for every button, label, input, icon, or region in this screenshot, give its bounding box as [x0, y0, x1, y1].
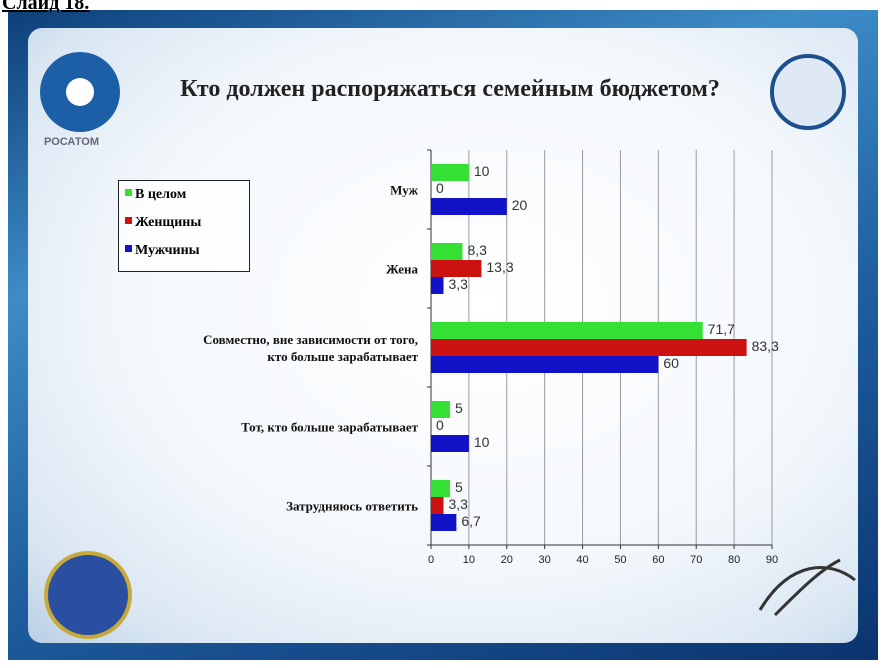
y-tick-label: Муж	[390, 182, 418, 197]
x-tick-label: 70	[690, 554, 702, 566]
value-label: 5	[455, 400, 463, 416]
value-label: 13,3	[486, 259, 513, 275]
bar	[431, 401, 450, 418]
legend: В целом Женщины Мужчины	[118, 180, 250, 272]
x-tick-label: 60	[652, 554, 664, 566]
x-tick-label: 10	[463, 554, 475, 566]
bar	[431, 198, 507, 215]
value-label: 6,7	[461, 513, 481, 529]
value-label: 10	[474, 434, 490, 450]
bar	[431, 435, 469, 452]
legend-item: В целом	[125, 187, 186, 203]
bar	[431, 322, 703, 339]
bar	[431, 260, 482, 277]
value-label: 60	[663, 355, 679, 371]
value-label: 71,7	[708, 321, 735, 337]
slide-number: Слайд 18.	[2, 0, 90, 14]
x-tick-label: 50	[614, 554, 626, 566]
legend-swatch	[125, 189, 132, 196]
bar	[431, 243, 463, 260]
y-tick-label: Тот, кто больше зарабатывает	[241, 419, 418, 434]
bar	[431, 514, 457, 531]
bar	[431, 356, 659, 373]
bar	[431, 339, 747, 356]
x-tick-label: 20	[501, 554, 513, 566]
y-tick-label: Затрудняюсь ответить	[286, 498, 418, 513]
legend-label: Женщины	[135, 215, 202, 230]
x-tick-label: 0	[428, 554, 434, 566]
legend-item: Женщины	[125, 215, 201, 231]
x-tick-label: 30	[539, 554, 551, 566]
value-label: 3,3	[449, 496, 469, 512]
x-tick-label: 80	[728, 554, 740, 566]
legend-label: Мужчины	[135, 243, 200, 258]
bar	[431, 164, 469, 181]
value-label: 83,3	[752, 338, 779, 354]
value-label: 5	[455, 479, 463, 495]
rosatom-text: РОСАТОМ	[44, 136, 99, 148]
x-tick-label: 40	[576, 554, 588, 566]
bar	[431, 497, 444, 514]
y-tick-label: Совместно, вне зависимости от того, кто …	[203, 331, 418, 364]
value-label: 10	[474, 163, 490, 179]
legend-item: Мужчины	[125, 243, 200, 259]
x-tick-label: 90	[766, 554, 778, 566]
rosatom-logo-center	[66, 78, 94, 106]
bar	[431, 480, 450, 497]
legend-swatch	[125, 245, 132, 252]
value-label: 0	[436, 180, 444, 196]
legend-label: В целом	[135, 187, 187, 202]
value-label: 0	[436, 417, 444, 433]
y-tick-label: Жена	[386, 261, 418, 276]
mephi-logo	[44, 551, 132, 639]
value-label: 8,3	[467, 242, 487, 258]
legend-swatch	[125, 217, 132, 224]
institute-logo	[770, 54, 846, 130]
sarfti-logo	[758, 558, 856, 617]
value-label: 20	[512, 197, 528, 213]
bar	[431, 277, 444, 294]
value-label: 3,3	[449, 276, 469, 292]
chart-title: Кто должен распоряжаться семейным бюджет…	[180, 76, 720, 102]
